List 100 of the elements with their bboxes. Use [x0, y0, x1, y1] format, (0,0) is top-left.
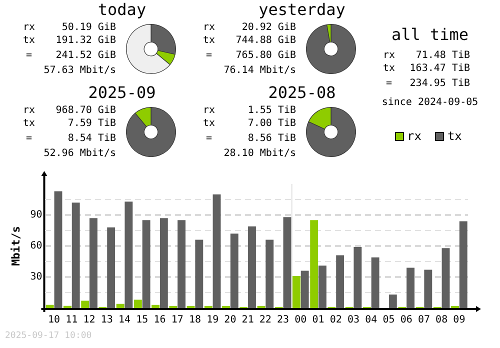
x-tick-label: 11 — [66, 314, 78, 326]
x-tick-label: 03 — [347, 314, 360, 326]
text: 7.00 TiB — [248, 118, 296, 130]
bar — [336, 255, 344, 308]
x-tick-label: 23 — [277, 314, 290, 326]
x-tick-label: 06 — [400, 314, 412, 326]
text: 234.95 TiB — [410, 78, 470, 90]
bar — [230, 234, 238, 308]
text: 1.55 TiB — [248, 105, 296, 118]
text: rx — [22, 22, 36, 34]
chart-title: 2025-09 — [87, 83, 157, 102]
y-axis-title: Mbit/s — [9, 226, 22, 266]
bar — [212, 194, 221, 308]
text: = — [24, 133, 34, 146]
bar — [72, 202, 80, 308]
text: 765.80 GiB — [236, 50, 296, 62]
x-tick-label: 15 — [136, 314, 148, 326]
x-tick-label: 00 — [294, 314, 307, 326]
bar — [300, 270, 309, 308]
text: rx — [202, 105, 216, 118]
text: tx — [22, 34, 36, 47]
bar — [142, 220, 150, 308]
text: all time — [390, 25, 470, 44]
text: tx — [382, 62, 396, 75]
x-tick-label: 17 — [171, 314, 184, 326]
bar — [266, 240, 274, 308]
bar — [406, 268, 415, 308]
text: rx — [22, 105, 36, 118]
x-tick-label: 21 — [242, 314, 254, 326]
text: 71.48 TiB — [416, 50, 470, 62]
x-tick-label: 10 — [48, 314, 60, 326]
text: 52.96 Mbit/s — [42, 148, 116, 160]
text: 76.14 Mbit/s — [222, 64, 296, 77]
chart-title: 2025-08 — [267, 83, 337, 102]
legend-label: tx — [447, 129, 462, 143]
x-tick-label: 02 — [330, 314, 342, 326]
bar — [424, 270, 432, 308]
bar — [318, 266, 326, 308]
x-tick-label: 08 — [436, 314, 448, 326]
bar — [371, 257, 380, 308]
text: rx — [202, 22, 216, 34]
bar — [178, 220, 186, 308]
text: 28.10 Mbit/s — [222, 148, 296, 160]
x-tick-label: 13 — [100, 314, 113, 326]
bar — [292, 276, 300, 308]
bar — [89, 218, 98, 308]
bar — [442, 248, 450, 308]
bar — [152, 304, 160, 308]
x-tick-label: 22 — [259, 314, 272, 326]
bar — [134, 300, 142, 308]
text: rx — [382, 50, 396, 62]
text: 163.47 TiB — [410, 62, 470, 75]
text: 57.63 Mbit/s — [42, 64, 116, 77]
x-tick-label: 14 — [118, 314, 131, 326]
text: 191.32 GiB — [56, 34, 116, 47]
x-tick-label: 04 — [365, 314, 378, 326]
x-tick-label: 01 — [312, 314, 324, 326]
legend-label: rx — [407, 129, 422, 143]
x-tick-label: 19 — [206, 314, 219, 326]
chart-title: yesterday — [258, 0, 346, 19]
text: 50.19 GiB — [62, 22, 116, 34]
x-tick-label: 12 — [83, 314, 96, 326]
text: 968.70 GiB — [56, 105, 116, 118]
bar — [248, 226, 256, 308]
x-tick-label: 20 — [224, 314, 236, 326]
text: 7.59 TiB — [68, 118, 116, 130]
bar — [459, 221, 468, 308]
y-tick-label: 90 — [30, 210, 42, 221]
bar — [388, 294, 397, 308]
bar — [354, 247, 362, 308]
text: = — [204, 133, 214, 146]
text: tx — [202, 118, 216, 130]
x-tick-label: 09 — [453, 314, 466, 326]
bar — [54, 191, 62, 308]
x-tick-label: 18 — [188, 314, 201, 326]
x-tick-label: 07 — [418, 314, 430, 326]
text: 20.92 GiB — [242, 22, 296, 34]
bar — [81, 300, 90, 308]
bar — [116, 304, 124, 308]
text: 8.56 TiB — [248, 133, 296, 146]
text: tx — [202, 34, 216, 47]
bar — [46, 304, 54, 308]
bar — [195, 240, 204, 308]
text: 744.88 GiB — [236, 34, 296, 47]
bar — [107, 227, 116, 308]
text: = — [384, 78, 394, 90]
x-tick-label: 05 — [382, 314, 395, 326]
bar — [310, 220, 318, 308]
bar — [283, 217, 292, 308]
x-tick-label: 16 — [154, 314, 166, 326]
text: = — [24, 50, 34, 62]
text: tx — [22, 118, 36, 130]
y-tick-label: 30 — [30, 272, 42, 283]
y-tick-label: 60 — [30, 240, 42, 252]
bar — [160, 218, 168, 308]
text: = — [204, 50, 214, 62]
bar — [124, 202, 133, 308]
text: since 2024-09-05 — [380, 96, 480, 108]
text: 241.52 GiB — [56, 50, 116, 62]
chart-title: today — [96, 0, 148, 19]
